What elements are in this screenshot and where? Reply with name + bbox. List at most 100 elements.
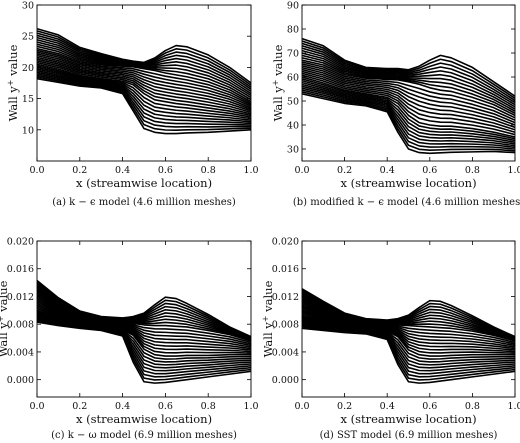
y-tick-label: 70 [287, 49, 299, 60]
y-tick-label: 0.012 [272, 292, 299, 303]
panel-a: 0.0 0.2 0.4 0.6 0.8 1.0 10 15 20 25 30 x (streamwis… [6, 1, 259, 209]
curve-b-19 [302, 76, 515, 138]
panel-caption: (c) k − ω model (6.9 million meshes) [51, 430, 237, 441]
curve-b-27 [302, 91, 515, 152]
x-tick-label: 0.8 [201, 165, 216, 176]
curve-a-16 [37, 58, 251, 112]
curve-a-8 [37, 43, 251, 99]
curve-a-6 [37, 39, 251, 95]
curve-a-10 [37, 47, 251, 103]
y-tick-label: 40 [287, 121, 299, 132]
curve-b-25 [302, 87, 515, 149]
curve-a-26 [37, 74, 251, 128]
y-tick-label: 10 [22, 125, 34, 136]
y-tick-label: 25 [22, 32, 34, 43]
y-tick-label: 20 [22, 63, 34, 74]
curve-b-17 [302, 72, 515, 133]
curve-b-12 [302, 63, 515, 121]
panel-caption: (b) modified k − ϵ model (4.6 million me… [293, 197, 520, 208]
curve-a-19 [37, 63, 251, 117]
x-tick-label: 1.0 [243, 401, 258, 412]
x-tick-label: 0.4 [380, 165, 395, 176]
curve-b-26 [302, 89, 515, 150]
x-tick-label: 0.0 [294, 401, 309, 412]
x-tick-label: 0.0 [29, 165, 44, 176]
y-tick-label: 0.004 [7, 347, 34, 358]
curve-b-15 [302, 68, 515, 129]
x-tick-label: 1.0 [243, 165, 258, 176]
y-axis-label: Wall y+ value [0, 280, 10, 357]
y-tick-label: 0.008 [7, 320, 34, 331]
curve-b-22 [302, 81, 515, 143]
curve-b-1 [302, 37, 515, 97]
curve-a-11 [37, 49, 251, 104]
plot-frame [36, 4, 252, 162]
curve-a-12 [37, 51, 251, 106]
x-tick-label: 1.0 [507, 401, 520, 412]
x-tick-label: 0.6 [422, 401, 437, 412]
curve-b-10 [302, 59, 515, 117]
curve-b-6 [302, 49, 515, 108]
curve-a-18 [37, 61, 251, 115]
curve-b-21 [302, 79, 515, 142]
wall-yplus-curves [302, 288, 515, 384]
curve-c-28 [37, 321, 251, 384]
x-tick-label: 1.0 [507, 165, 520, 176]
x-tick-label: 0.8 [465, 165, 480, 176]
x-axis-label: x (streamwise location) [340, 412, 476, 426]
y-tick-label: 30 [287, 145, 299, 156]
y-tick-label: 0.016 [272, 264, 299, 275]
x-tick-label: 0.0 [29, 401, 44, 412]
panel-d: 0.0 0.2 0.4 0.6 0.8 1.0 0.000 0.004 0.008 0.012 0.… [261, 237, 520, 442]
curve-b-14 [302, 66, 515, 126]
curve-a-15 [37, 56, 251, 111]
curve-b-23 [302, 83, 515, 145]
panel-caption: (a) k − ϵ model (4.6 million meshes) [52, 197, 236, 208]
curve-a-21 [37, 66, 251, 120]
curve-a-3 [37, 32, 251, 88]
curve-a-14 [37, 54, 251, 109]
plot-frame [36, 240, 252, 398]
x-tick-label: 0.8 [465, 401, 480, 412]
curve-a-20 [37, 65, 251, 118]
y-tick-label: 80 [287, 25, 299, 36]
wall-yplus-curves [37, 27, 251, 135]
curve-a-23 [37, 69, 251, 123]
curve-a-13 [37, 53, 251, 108]
x-tick-label: 0.8 [201, 401, 216, 412]
y-tick-label: 0.004 [272, 347, 299, 358]
x-tick-label: 0.2 [72, 165, 87, 176]
x-tick-label: 0.6 [422, 165, 437, 176]
curve-a-7 [37, 41, 251, 97]
curve-b-8 [302, 54, 515, 112]
y-tick-label: 90 [287, 1, 299, 12]
x-tick-label: 0.0 [294, 165, 309, 176]
x-axis-label: x (streamwise location) [76, 412, 212, 426]
curve-b-16 [302, 70, 515, 131]
x-tick-label: 0.2 [72, 401, 87, 412]
y-tick-label: 0.020 [7, 237, 34, 248]
y-tick-label: 0.012 [7, 292, 34, 303]
curve-b-11 [302, 61, 515, 119]
curve-d-28 [302, 327, 515, 384]
panel-c: 0.0 0.2 0.4 0.6 0.8 1.0 0.000 0.004 0.008 0.012 0.… [0, 237, 259, 442]
plot-frame [301, 4, 516, 162]
y-tick-label: 60 [287, 73, 299, 84]
panel-caption: (d) SST model (6.9 million meshes) [320, 430, 498, 441]
curve-a-1 [37, 27, 251, 84]
x-tick-label: 0.2 [337, 165, 352, 176]
y-tick-label: 50 [287, 97, 299, 108]
wall-yplus-curves [37, 279, 251, 384]
curve-a-17 [37, 60, 251, 114]
curve-b-9 [302, 57, 515, 114]
curve-a-28 [37, 77, 251, 135]
y-tick-label: 15 [22, 94, 34, 105]
curve-a-27 [37, 76, 251, 132]
y-axis-label: Wall y+ value [271, 44, 285, 121]
x-axis-label: x (streamwise location) [76, 176, 212, 190]
curve-a-22 [37, 68, 251, 122]
curve-a-5 [37, 36, 251, 92]
x-tick-label: 0.4 [115, 401, 130, 412]
curve-a-2 [37, 30, 251, 86]
